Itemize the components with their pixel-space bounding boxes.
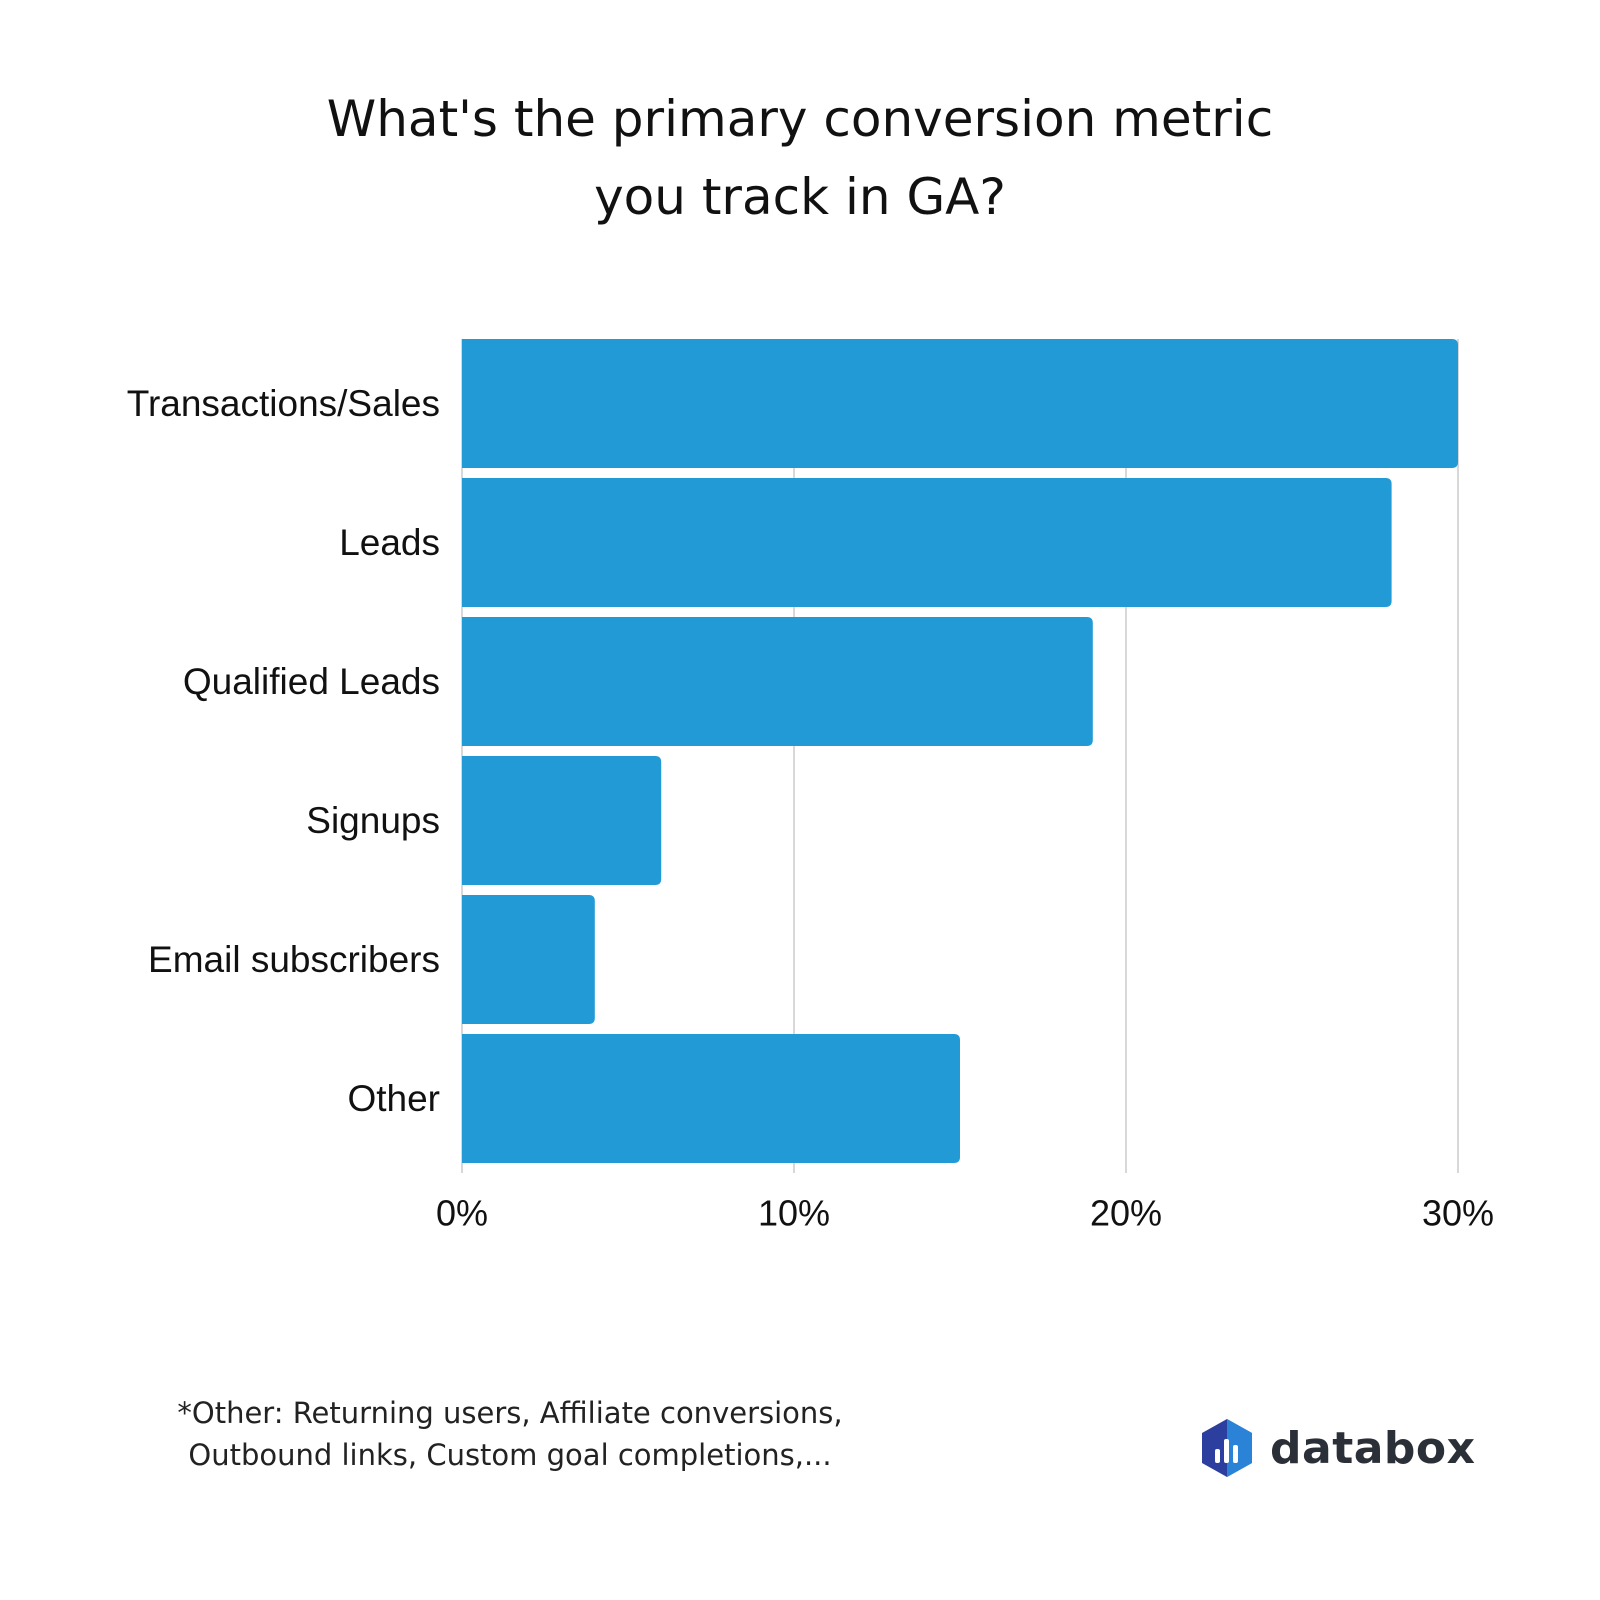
bar-qualified-leads	[462, 617, 1093, 746]
category-label-leads: Leads	[339, 522, 440, 563]
category-label-other: Other	[347, 1078, 440, 1119]
x-tick-label-0: 0%	[436, 1193, 488, 1234]
bar-other	[462, 1034, 960, 1163]
category-label-email-subscribers: Email subscribers	[148, 939, 440, 980]
chart-title: What's the primary conversion metric you…	[0, 80, 1600, 236]
chart-title-line-2: you track in GA?	[594, 168, 1006, 226]
footnote: *Other: Returning users, Affiliate conve…	[150, 1392, 870, 1476]
x-axis-tick-labels: 0% 10% 20% 30%	[436, 1193, 1494, 1234]
databox-logo: databox	[1200, 1416, 1476, 1480]
chart-title-line-1: What's the primary conversion metric	[326, 90, 1274, 148]
bar-transactions-sales	[462, 339, 1458, 468]
x-tick-label-20: 20%	[1090, 1193, 1162, 1234]
footnote-line-2: Outbound links, Custom goal completions,…	[188, 1438, 832, 1472]
category-label-signups: Signups	[306, 800, 440, 841]
databox-logo-icon	[1202, 1419, 1252, 1477]
bars	[462, 339, 1458, 1163]
footnote-line-1: *Other: Returning users, Affiliate conve…	[177, 1396, 843, 1430]
category-labels: Transactions/Sales Leads Qualified Leads Si…	[127, 383, 440, 1119]
bar-leads	[462, 478, 1392, 607]
databox-logo-text: databox	[1270, 1422, 1476, 1474]
bar-signups	[462, 756, 662, 885]
bar-email-subscribers	[462, 895, 595, 1024]
x-tick-label-10: 10%	[758, 1193, 830, 1234]
category-label-transactions-sales: Transactions/Sales	[127, 383, 440, 424]
x-tick-label-30: 30%	[1422, 1193, 1494, 1234]
category-label-qualified-leads: Qualified Leads	[183, 661, 440, 702]
